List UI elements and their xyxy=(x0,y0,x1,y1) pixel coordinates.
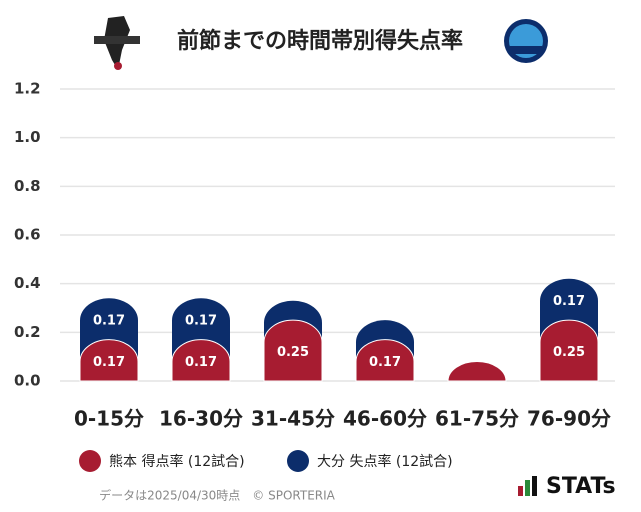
x-tick-label: 46-60分 xyxy=(343,407,427,431)
value-label: 0.25 xyxy=(553,345,585,360)
x-tick-label: 31-45分 xyxy=(251,407,335,431)
brand: STATs xyxy=(546,474,616,499)
y-tick-label: 0.2 xyxy=(14,323,41,341)
y-tick-label: 0.8 xyxy=(14,177,41,195)
y-tick-label: 0.4 xyxy=(14,274,41,292)
x-tick-label: 0-15分 xyxy=(74,407,144,431)
y-tick-label: 1.2 xyxy=(14,80,41,98)
x-tick-label: 76-90分 xyxy=(527,407,611,431)
x-tick-label: 61-75分 xyxy=(435,407,519,431)
value-label: 0.17 xyxy=(93,355,125,370)
value-label: 0.25 xyxy=(277,345,309,360)
bar-segment xyxy=(263,319,323,382)
legend-label: 大分 失点率 (12試合) xyxy=(317,453,453,470)
value-label: 0.17 xyxy=(185,355,217,370)
bar-segment xyxy=(79,339,139,382)
bar-segment xyxy=(539,319,599,382)
brand-logo xyxy=(518,476,537,496)
bar-segment xyxy=(171,339,231,382)
away-logo xyxy=(504,19,548,63)
legend-swatch xyxy=(79,450,101,472)
value-label: 0.17 xyxy=(185,313,217,328)
home-logo xyxy=(94,16,140,70)
value-label: 0.17 xyxy=(369,355,401,370)
chart-title: 前節までの時間帯別得失点率 xyxy=(177,28,463,54)
legend-label: 熊本 得点率 (12試合) xyxy=(109,453,245,470)
legend-swatch xyxy=(287,450,309,472)
bar-segment xyxy=(355,339,415,382)
y-tick-label: 0.0 xyxy=(14,372,41,390)
y-tick-label: 0.6 xyxy=(14,226,41,244)
bar-segment xyxy=(447,361,507,382)
value-label: 0.17 xyxy=(93,313,125,328)
y-tick-label: 1.0 xyxy=(14,128,41,146)
x-tick-label: 16-30分 xyxy=(159,407,243,431)
footnote: データは2025/04/30時点 © SPORTERIA xyxy=(99,488,336,503)
value-label: 0.17 xyxy=(553,294,585,309)
